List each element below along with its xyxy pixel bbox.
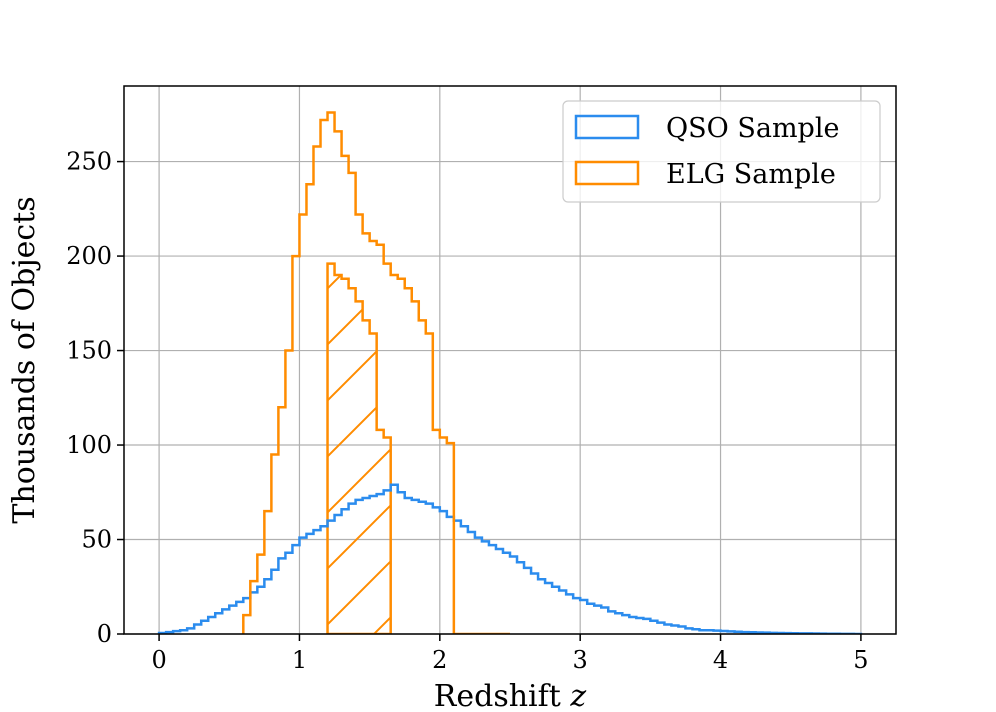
series <box>157 111 863 634</box>
plot-frame <box>123 85 897 635</box>
legend-swatch-qso <box>574 114 640 140</box>
x-axis-ticks: 0 1 2 3 4 5 <box>151 634 869 674</box>
x-tick-label: 5 <box>853 646 868 674</box>
y-tick-label: 100 <box>66 431 112 459</box>
grid <box>124 86 896 635</box>
legend-label-elg: ELG Sample <box>666 159 836 190</box>
elg-hatch-fill <box>326 262 392 634</box>
y-tick-label: 150 <box>66 337 112 365</box>
y-tick-label: 0 <box>97 620 112 648</box>
legend-swatch-elg <box>574 160 640 186</box>
x-tick-label: 2 <box>432 646 447 674</box>
x-axis-label-var: z <box>569 679 586 712</box>
elg-series-line <box>242 111 510 634</box>
x-axis-label: Redshift z <box>434 679 587 712</box>
y-tick-label: 250 <box>66 148 112 176</box>
legend-box <box>562 100 881 203</box>
x-tick-label: 4 <box>713 646 728 674</box>
y-tick-label: 50 <box>81 526 112 554</box>
qso-series-line <box>157 483 863 634</box>
elg-hatched-region <box>326 262 392 634</box>
legend-label-qso: QSO Sample <box>666 113 839 144</box>
y-axis-label: Thousands of Objects <box>7 196 42 523</box>
x-tick-label: 0 <box>151 646 166 674</box>
x-tick-label: 3 <box>573 646 588 674</box>
y-axis-ticks: 0 50 100 150 200 250 <box>66 148 124 648</box>
legend: QSO Sample ELG Sample <box>562 100 881 203</box>
x-tick-label: 1 <box>292 646 307 674</box>
x-axis-label-text: Redshift <box>434 679 561 712</box>
y-tick-label: 200 <box>66 242 112 270</box>
